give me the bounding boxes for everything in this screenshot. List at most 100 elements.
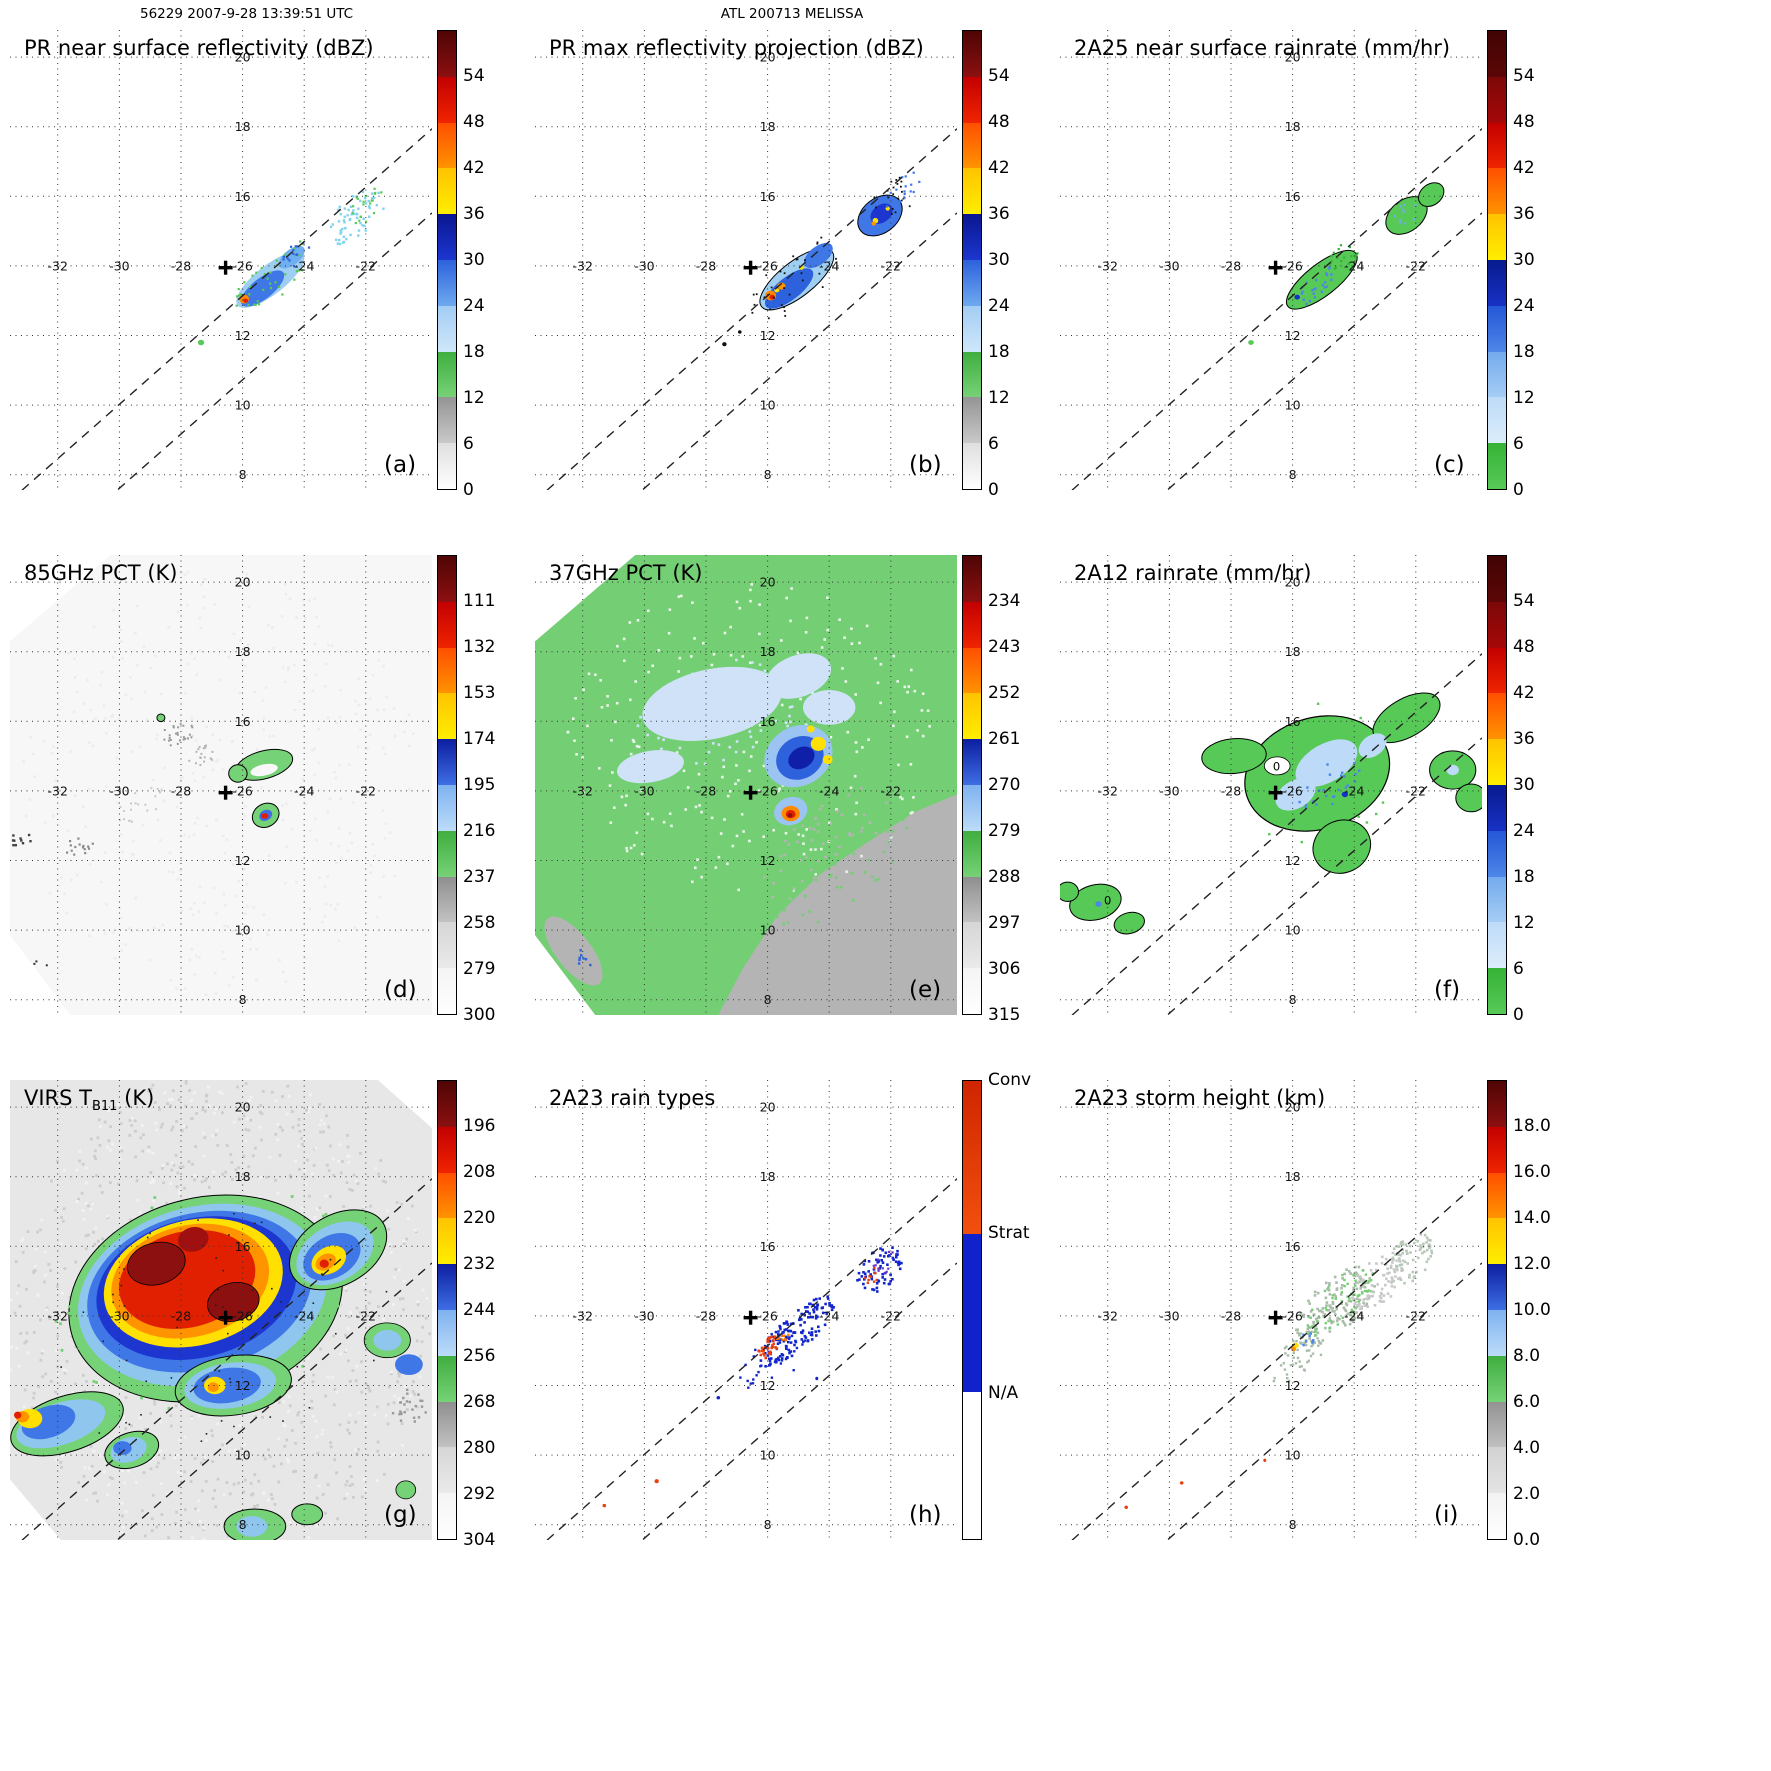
svg-text:-24: -24 xyxy=(294,783,314,798)
colorbar-tick-label: 6 xyxy=(1513,434,1524,454)
colorbar-segment xyxy=(438,968,456,1014)
svg-text:-26: -26 xyxy=(232,258,252,273)
panel-title: 2A23 rain types xyxy=(549,1086,715,1114)
colorbar-tick-labels: 54 48 42 36 30 24 18 12 6 0 xyxy=(988,30,1050,500)
colorbar-tick-label: 304 xyxy=(463,1530,496,1550)
colorbar-segment xyxy=(963,168,981,215)
svg-text:12: 12 xyxy=(1285,328,1301,343)
panel-title: 2A12 rainrate (mm/hr) xyxy=(1074,561,1311,589)
svg-text:18: 18 xyxy=(760,1169,776,1184)
svg-text:16: 16 xyxy=(235,189,251,204)
svg-text:12: 12 xyxy=(760,328,776,343)
svg-text:-24: -24 xyxy=(294,258,314,273)
colorbar-segment xyxy=(963,922,981,969)
colorbar-tick-label: 6.0 xyxy=(1513,1392,1541,1412)
colorbar-segment xyxy=(1488,922,1506,969)
svg-text:20: 20 xyxy=(760,575,776,590)
svg-text:12: 12 xyxy=(1285,853,1301,868)
panel-title-text: PR near surface reflectivity (dBZ) xyxy=(24,36,374,60)
colorbar-segment xyxy=(438,1172,456,1219)
colorbar-tick-labels: 196 208 220 232 244 256 268 280 292 304 xyxy=(463,1080,525,1550)
colorbar-segment xyxy=(438,556,456,602)
colorbar-segment xyxy=(438,214,456,260)
svg-text:16: 16 xyxy=(760,189,776,204)
map-plot: -32 -30 -28 -26 -24 -22 8 10 12 16 18 20 xyxy=(1060,30,1482,490)
map-plot: -32 -30 -28 -26 -24 -22 8 10 12 16 18 20 xyxy=(535,555,957,1015)
colorbar-tick-label: 315 xyxy=(988,1005,1021,1025)
svg-text:-26: -26 xyxy=(232,783,252,798)
colorbar-tick-label: 132 xyxy=(463,637,496,657)
colorbar xyxy=(962,30,982,490)
colorbar-segment xyxy=(438,830,456,877)
svg-text:20: 20 xyxy=(235,575,251,590)
colorbar-tick-label: 220 xyxy=(463,1208,496,1228)
svg-text:8: 8 xyxy=(764,1517,772,1532)
svg-text:-24: -24 xyxy=(819,1308,839,1323)
header-orbit-timestamp: 56229 2007-9-28 13:39:51 UTC xyxy=(140,6,354,22)
panel-letter: (c) xyxy=(1434,452,1465,478)
panel-2a25-near-surface-rainrate: -32 -30 -28 -26 -24 -22 8 10 12 16 18 20 2A25 near … xyxy=(1060,30,1576,500)
colorbar-tick-label: 18 xyxy=(988,342,1010,362)
svg-text:-26: -26 xyxy=(1282,258,1302,273)
svg-text:8: 8 xyxy=(1289,1517,1297,1532)
colorbar-tick-label: 292 xyxy=(463,1484,496,1504)
colorbar-segment xyxy=(438,122,456,169)
colorbar-segment xyxy=(438,1401,456,1448)
colorbar-segment xyxy=(1488,443,1506,489)
colorbar-segment xyxy=(1488,785,1506,831)
svg-text:18: 18 xyxy=(1285,1169,1301,1184)
storm-center-marker xyxy=(1268,785,1283,800)
colorbar-segment xyxy=(1488,693,1506,740)
svg-text:-28: -28 xyxy=(1221,1308,1241,1323)
colorbar-tick-label: 12 xyxy=(1513,913,1535,933)
grid-labels: -32 -30 -28 -26 -24 -22 8 10 12 16 18 20 xyxy=(47,50,376,483)
svg-text:16: 16 xyxy=(1285,1239,1301,1254)
colorbar-tick-label: 270 xyxy=(988,775,1021,795)
colorbar-tick-label: 279 xyxy=(988,821,1021,841)
panel-85ghz-pct: -32 -30 -28 -26 -24 -22 8 10 12 16 18 20 85GHz PCT … xyxy=(10,555,526,1025)
colorbar-segment xyxy=(438,168,456,215)
panel-title-text: 2A25 near surface rainrate (mm/hr) xyxy=(1074,36,1451,60)
colorbar xyxy=(1487,555,1507,1015)
storm-center-marker xyxy=(743,785,758,800)
svg-text:-28: -28 xyxy=(171,783,191,798)
colorbar-tick-label: 30 xyxy=(1513,775,1535,795)
colorbar-tick-label: 252 xyxy=(988,683,1021,703)
colorbar xyxy=(1487,30,1507,490)
svg-text:-30: -30 xyxy=(634,258,654,273)
colorbar-segment xyxy=(963,1233,981,1393)
panel-37ghz-pct: -32 -30 -28 -26 -24 -22 8 10 12 16 18 20 37GHz PCT … xyxy=(535,555,1051,1025)
colorbar-tick-label: 48 xyxy=(1513,112,1535,132)
colorbar-segment xyxy=(1488,397,1506,444)
panel-letter: (b) xyxy=(909,452,942,478)
panel-letter: (a) xyxy=(384,452,417,478)
svg-text:-26: -26 xyxy=(757,1308,777,1323)
colorbar-segment xyxy=(438,1218,456,1265)
colorbar-segment xyxy=(438,443,456,489)
svg-text:-28: -28 xyxy=(696,783,716,798)
svg-text:10: 10 xyxy=(760,1448,776,1463)
colorbar-segment xyxy=(1488,1493,1506,1539)
svg-text:10: 10 xyxy=(235,923,251,938)
colorbar-segment xyxy=(1488,76,1506,123)
colorbar-tick-label: 24 xyxy=(463,296,485,316)
colorbar-segment xyxy=(438,922,456,969)
svg-text:0: 0 xyxy=(1104,894,1111,908)
colorbar-tick-label: 279 xyxy=(463,959,496,979)
panel-letter: (g) xyxy=(384,1502,417,1528)
panel-letter: (d) xyxy=(384,977,417,1003)
svg-text:-22: -22 xyxy=(881,783,901,798)
svg-text:-28: -28 xyxy=(696,1308,716,1323)
colorbar-tick-label: 258 xyxy=(463,913,496,933)
colorbar-tick-label: 306 xyxy=(988,959,1021,979)
map-plot: -32 -30 -28 -26 -24 -22 8 10 12 16 18 20 xyxy=(10,1080,432,1540)
colorbar-tick-label: 12.0 xyxy=(1513,1254,1551,1274)
svg-text:-26: -26 xyxy=(232,1308,252,1323)
svg-text:-32: -32 xyxy=(1097,1308,1117,1323)
colorbar-segment xyxy=(1488,739,1506,785)
svg-text:16: 16 xyxy=(1285,714,1301,729)
colorbar-tick-label: 42 xyxy=(1513,683,1535,703)
panel-2a23-storm-height: -32 -30 -28 -26 -24 -22 8 10 12 16 18 20 2A23 storm… xyxy=(1060,1080,1576,1550)
svg-text:18: 18 xyxy=(760,644,776,659)
panel-pr-max-reflectivity-projection: -32 -30 -28 -26 -24 -22 8 10 12 16 18 20 PR max ref… xyxy=(535,30,1051,500)
